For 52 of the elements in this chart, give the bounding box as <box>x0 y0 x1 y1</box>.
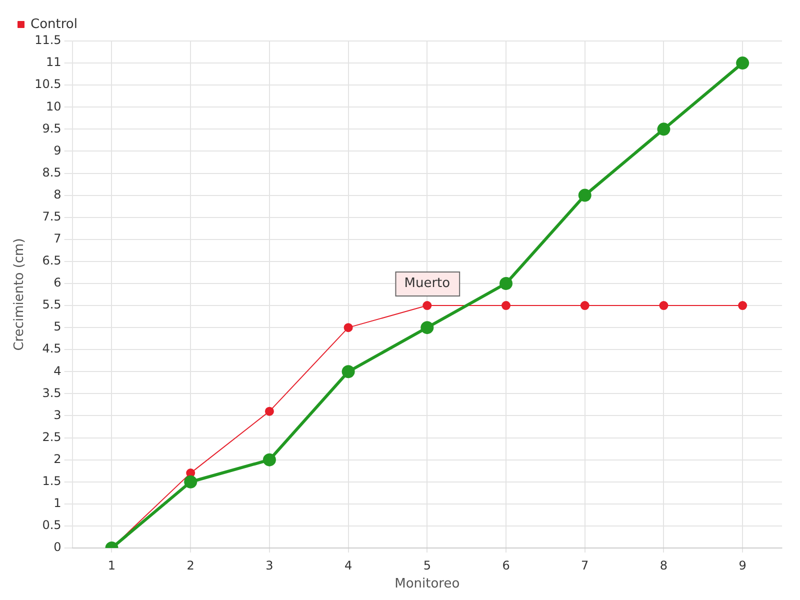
y-tick-label: 11 <box>46 55 62 70</box>
legend-label: Control <box>30 16 78 32</box>
point <box>422 301 432 310</box>
x-tick-label: 1 <box>108 558 116 572</box>
x-tick-label: 6 <box>502 558 510 572</box>
annotation: Muerto <box>404 276 450 291</box>
point <box>659 301 668 310</box>
y-axis-title: Crecimiento (cm) <box>12 238 28 351</box>
y-tick-label: 9.5 <box>42 121 62 136</box>
point <box>738 301 748 310</box>
x-tick-label: 9 <box>738 558 746 572</box>
y-tick-label: 4.5 <box>42 342 62 356</box>
y-tick-label: 10 <box>46 99 62 114</box>
y-tick-label: 0.5 <box>42 518 62 532</box>
y-tick-label: 9 <box>54 143 62 158</box>
point <box>262 453 276 466</box>
x-tick-label: 2 <box>186 558 194 572</box>
point <box>580 301 590 310</box>
point <box>342 365 355 378</box>
y-tick-label: 2 <box>54 452 62 466</box>
y-tick-label: 3 <box>54 408 62 422</box>
y-tick-label: 10.5 <box>34 77 62 92</box>
y-tick-label: 1.5 <box>42 474 62 488</box>
y-tick-label: 4 <box>54 364 62 378</box>
x-tick-label: 7 <box>581 558 589 572</box>
point <box>184 475 198 488</box>
point <box>264 406 274 416</box>
y-tick-label: 0 <box>54 540 62 554</box>
point <box>344 323 353 332</box>
y-tick-label: 5 <box>54 320 62 334</box>
x-tick-label: 5 <box>423 558 431 572</box>
point <box>578 188 592 202</box>
x-tick-label: 3 <box>266 558 274 572</box>
y-tick-label: 6.5 <box>42 254 62 268</box>
y-tick-label: 6 <box>54 276 62 290</box>
y-tick-label: 11.5 <box>34 33 62 48</box>
point <box>657 122 670 136</box>
y-tick-label: 1 <box>54 496 62 510</box>
point <box>420 321 434 334</box>
y-tick-label: 2.5 <box>42 430 62 444</box>
point <box>502 301 511 310</box>
y-tick-label: 5.5 <box>42 298 62 312</box>
y-tick-label: 8 <box>54 187 62 202</box>
point <box>500 276 513 290</box>
point <box>736 56 750 70</box>
y-tick-label: 7.5 <box>42 209 62 224</box>
x-axis-title: Monitoreo <box>394 576 460 592</box>
y-tick-label: 7 <box>54 232 62 246</box>
x-tick-label: 8 <box>660 558 668 572</box>
y-tick-label: 8.5 <box>42 165 62 180</box>
x-tick-label: 4 <box>344 558 352 572</box>
y-tick-label: 3.5 <box>42 386 62 400</box>
